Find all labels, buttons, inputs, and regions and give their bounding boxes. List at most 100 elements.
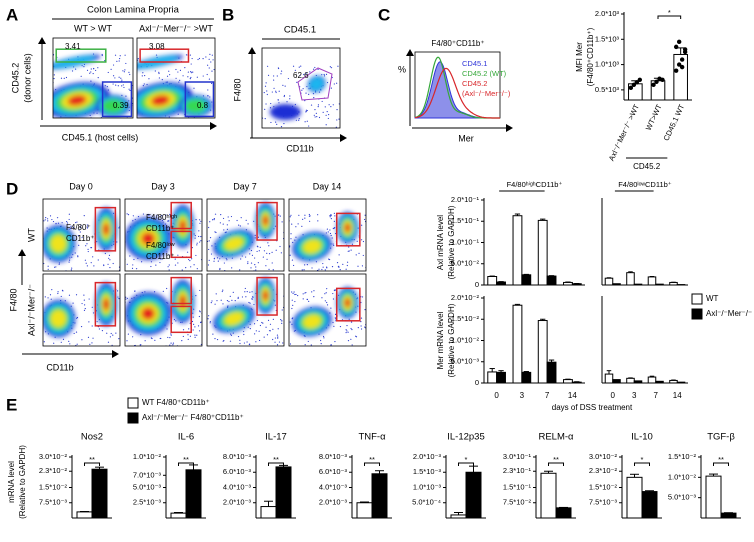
- event-dot: [226, 259, 228, 261]
- event-dot: [200, 321, 202, 323]
- event-dot: [219, 222, 221, 224]
- event-dot: [318, 116, 321, 119]
- event-dot: [324, 293, 326, 295]
- event-dot: [121, 79, 123, 81]
- event-dot: [324, 269, 326, 271]
- flow-plot: [262, 48, 340, 128]
- event-dot: [268, 268, 270, 270]
- y-tick-label: 2.0*10⁻³: [413, 452, 442, 461]
- event-dot: [161, 79, 163, 81]
- event-dot: [107, 71, 109, 74]
- event-dot: [333, 325, 335, 327]
- gate: [170, 305, 192, 334]
- event-dot: [263, 250, 266, 252]
- event-dot: [125, 298, 127, 300]
- event-dot: [120, 77, 122, 79]
- density-level: [151, 95, 170, 106]
- event-dot: [88, 298, 90, 300]
- event-dot: [144, 74, 146, 77]
- event-dot: [259, 246, 261, 248]
- legend-label: WT F4/80⁺CD11b⁺: [142, 398, 210, 407]
- plot-frame: [124, 198, 203, 272]
- event-dot: [337, 65, 339, 67]
- event-dot: [169, 344, 171, 346]
- event-dot: [68, 259, 71, 261]
- event-dot: [271, 251, 273, 253]
- event-dot: [70, 227, 72, 230]
- event-dot: [297, 223, 299, 225]
- event-dot: [166, 287, 168, 290]
- row-label: Axl⁻/⁻Mer⁻/⁻: [26, 284, 36, 336]
- event-dot: [231, 267, 233, 269]
- significance-label: *: [641, 455, 644, 464]
- y-tick-label: 7.5*10⁻³: [589, 498, 618, 507]
- event-dot: [214, 231, 216, 233]
- event-dot: [115, 84, 117, 86]
- event-dot: [90, 68, 92, 70]
- event-dot: [92, 256, 94, 258]
- legend-label: CD45.2: [462, 79, 487, 88]
- event-dot: [234, 300, 236, 302]
- event-dot: [154, 70, 156, 72]
- density-level: [262, 290, 269, 301]
- event-dot: [215, 293, 217, 295]
- y-tick-label: 6.0*10⁻³: [223, 467, 252, 476]
- event-dot: [331, 237, 333, 239]
- event-dot: [348, 318, 350, 320]
- event-dot: [329, 229, 331, 231]
- event-dot: [66, 222, 69, 224]
- event-dot: [86, 224, 88, 226]
- event-dot: [334, 317, 336, 319]
- legend-label: Axl⁻/⁻Mer⁻/⁻: [706, 309, 752, 318]
- event-dot: [268, 245, 270, 247]
- event-dot: [266, 93, 268, 96]
- event-dot: [81, 65, 83, 67]
- event-dot: [321, 74, 323, 76]
- event-dot: [47, 297, 49, 299]
- legend-label: Axl⁻/⁻Mer⁻/⁻ F4/80⁺CD11b⁺: [142, 413, 244, 422]
- event-dot: [232, 291, 234, 293]
- event-dot: [322, 266, 324, 268]
- event-dot: [170, 334, 172, 336]
- event-dot: [155, 54, 158, 56]
- event-dot: [46, 227, 48, 229]
- gate: [170, 276, 192, 305]
- event-dot: [52, 220, 55, 223]
- legend-swatch: [127, 397, 139, 409]
- event-dot: [189, 54, 191, 56]
- event-dot: [245, 219, 247, 221]
- event-dot: [123, 86, 125, 89]
- event-dot: [202, 75, 204, 77]
- event-dot: [97, 77, 99, 79]
- event-dot: [226, 224, 228, 226]
- event-dot: [274, 337, 276, 339]
- bar: [633, 380, 643, 384]
- y-axis-label: (Relative to GAPDH): [447, 303, 456, 377]
- y-tick-label: 2.3*10⁻²: [589, 466, 618, 475]
- gate: [256, 276, 278, 316]
- bar: [563, 379, 573, 384]
- significance-label: **: [718, 455, 724, 464]
- event-dot: [107, 263, 109, 265]
- event-dot: [68, 213, 70, 215]
- event-dot: [293, 291, 295, 293]
- event-dot: [278, 341, 281, 343]
- event-dot: [243, 333, 245, 336]
- event-dot: [313, 290, 315, 292]
- event-dot: [83, 294, 85, 296]
- event-dot: [262, 256, 264, 258]
- flow-plot: [137, 38, 215, 118]
- event-dot: [230, 215, 233, 218]
- event-dot: [291, 299, 293, 301]
- event-dot: [275, 91, 277, 94]
- event-dot: [86, 227, 88, 229]
- event-dot: [198, 219, 201, 221]
- column-label: Day 7: [233, 181, 257, 191]
- event-dot: [322, 262, 324, 265]
- event-dot: [236, 219, 238, 222]
- bar: [555, 507, 572, 519]
- event-dot: [295, 236, 297, 238]
- event-dot: [182, 75, 184, 77]
- event-dot: [106, 332, 108, 334]
- event-dot: [207, 318, 209, 320]
